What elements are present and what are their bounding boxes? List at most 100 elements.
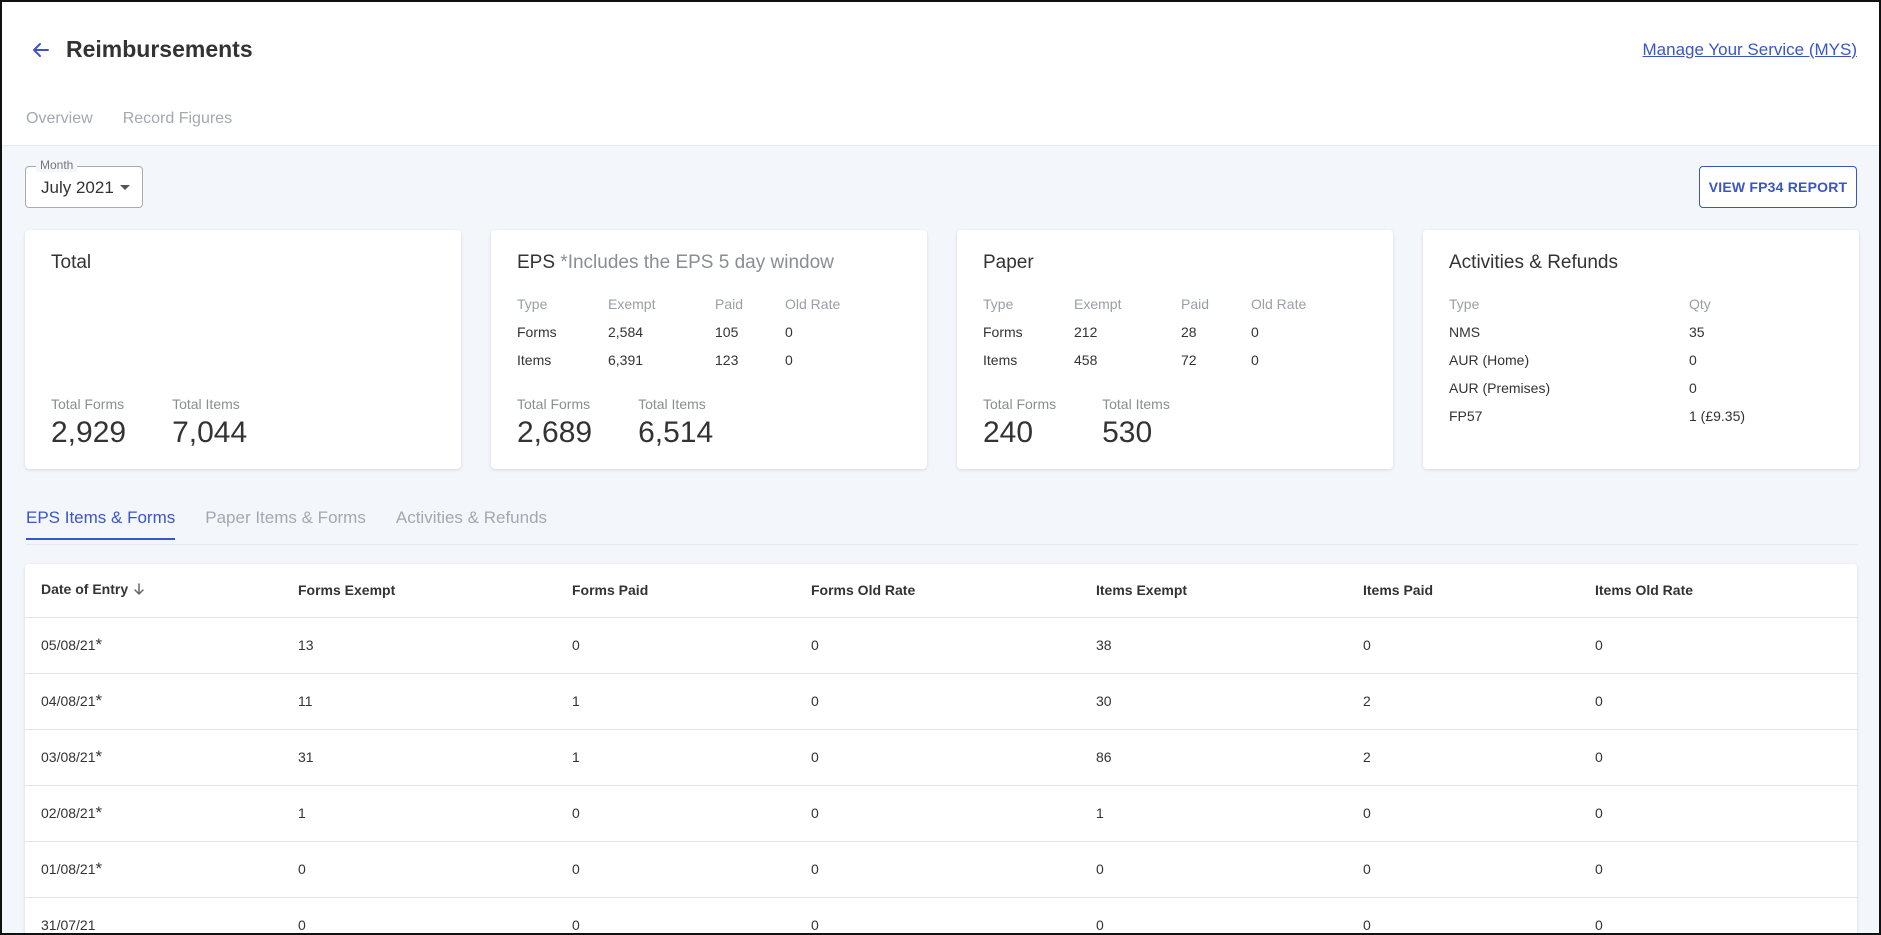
paper-total-items-value: 530 — [1102, 416, 1153, 449]
eps-window-mark: * — [95, 691, 103, 710]
paper-header-paid: Paid — [1181, 296, 1210, 312]
eps-totals: Total Forms 2,689 Total Items 6,514 — [517, 396, 713, 450]
table-cell: 13 — [282, 617, 556, 674]
eps-window-mark: * — [95, 747, 103, 766]
paper-mini-header: Type Exempt Paid Old Rate — [983, 290, 1331, 318]
date-value: 01/08/21 — [41, 861, 96, 877]
tab-record-figures[interactable]: Record Figures — [122, 110, 233, 127]
eps-title: EPS — [517, 252, 556, 273]
column-header-date[interactable]: Date of Entry — [25, 564, 282, 618]
activities-row: AUR (Home) 0 — [1449, 346, 1789, 374]
paper-cell: Forms — [983, 324, 1023, 340]
table-row: 02/08/21* 1 0 0 1 0 0 — [25, 785, 1857, 842]
column-header-items-old-rate[interactable]: Items Old Rate — [1579, 564, 1857, 618]
paper-card: Paper Type Exempt Paid Old Rate Forms 21… — [957, 230, 1393, 469]
paper-row-forms: Forms 212 28 0 — [983, 318, 1331, 346]
activities-header-qty: Qty — [1689, 296, 1711, 312]
column-header-items-paid[interactable]: Items Paid — [1347, 564, 1579, 618]
eps-card-title: EPS *Includes the EPS 5 day window — [517, 252, 834, 274]
date-cell: 03/08/21* — [25, 729, 282, 786]
activities-cell: 35 — [1689, 324, 1705, 340]
table-cell: 0 — [795, 729, 1080, 786]
column-header-forms-exempt[interactable]: Forms Exempt — [282, 564, 556, 618]
eps-cell: 2,584 — [608, 324, 644, 340]
paper-cell: 0 — [1251, 352, 1259, 368]
table-cell: 2 — [1347, 729, 1579, 786]
table-cell: 0 — [795, 673, 1080, 730]
total-card-title: Total — [51, 252, 92, 273]
activities-cell: NMS — [1449, 324, 1481, 340]
view-fp34-report-button[interactable]: VIEW FP34 REPORT — [1699, 166, 1857, 208]
tab-paper-items-forms[interactable]: Paper Items & Forms — [205, 508, 366, 527]
activities-cell: 0 — [1689, 380, 1697, 396]
paper-cell: 72 — [1181, 352, 1197, 368]
top-tabs: Overview Record Figures — [26, 110, 232, 128]
eps-header-old-rate: Old Rate — [785, 296, 841, 312]
manage-your-service-link[interactable]: Manage Your Service (MYS) — [1642, 40, 1858, 59]
page-title: Reimbursements — [66, 36, 253, 62]
month-select[interactable]: Month July 2021 — [25, 158, 143, 208]
eps-cell: 0 — [785, 352, 793, 368]
table-cell: 0 — [795, 841, 1080, 898]
table-cell: 1 — [282, 785, 556, 842]
table-cell: 0 — [282, 841, 556, 898]
arrow-left-icon[interactable] — [28, 37, 54, 63]
table-cell: 30 — [1080, 673, 1347, 730]
table-cell: 0 — [556, 617, 795, 674]
table-cell: 0 — [1579, 617, 1857, 674]
eps-card: EPS *Includes the EPS 5 day window Type … — [491, 230, 927, 469]
table-cell: 0 — [556, 841, 795, 898]
paper-header-old-rate: Old Rate — [1251, 296, 1307, 312]
tab-overview[interactable]: Overview — [26, 110, 93, 127]
table-cell: 0 — [282, 897, 556, 933]
eps-header-exempt: Exempt — [608, 296, 656, 312]
arrow-down-icon[interactable] — [132, 582, 146, 599]
total-card: Total Total Forms 2,929 Total Items 7,04… — [25, 230, 461, 469]
table-row: 03/08/21* 31 1 0 86 2 0 — [25, 729, 1857, 786]
table-cell: 0 — [795, 785, 1080, 842]
eps-total-items-label: Total Items — [638, 396, 706, 412]
eps-cell: 123 — [715, 352, 739, 368]
eps-mini-table: Type Exempt Paid Old Rate Forms 2,584 10… — [517, 290, 865, 374]
activities-cell: AUR (Premises) — [1449, 380, 1551, 396]
entries-table: Date of Entry Forms Exempt Forms Paid Fo… — [25, 564, 1857, 933]
activities-cell: 0 — [1689, 352, 1697, 368]
table-cell: 0 — [1579, 673, 1857, 730]
paper-row-items: Items 458 72 0 — [983, 346, 1331, 374]
table-row: 31/07/21 0 0 0 0 0 0 — [25, 897, 1857, 933]
tab-activities-refunds[interactable]: Activities & Refunds — [395, 508, 548, 527]
date-cell: 02/08/21* — [25, 785, 282, 842]
table-cell: 0 — [1347, 617, 1579, 674]
paper-cell: 0 — [1251, 324, 1259, 340]
activities-row: NMS 35 — [1449, 318, 1789, 346]
total-items: Total Items 7,044 — [172, 396, 247, 450]
paper-totals: Total Forms 240 Total Items 530 — [983, 396, 1170, 450]
activities-mini-header: Type Qty — [1449, 290, 1789, 318]
total-items-label: Total Items — [172, 396, 240, 412]
date-cell: 04/08/21* — [25, 673, 282, 730]
total-forms: Total Forms 2,929 — [51, 396, 126, 450]
column-header-items-exempt[interactable]: Items Exempt — [1080, 564, 1347, 618]
table-cell: 0 — [556, 785, 795, 842]
date-value: 03/08/21 — [41, 749, 96, 765]
date-cell: 31/07/21 — [25, 897, 282, 933]
date-cell: 05/08/21* — [25, 617, 282, 674]
paper-card-title: Paper — [983, 252, 1034, 273]
table-cell: 0 — [1347, 897, 1579, 933]
table-cell: 31 — [282, 729, 556, 786]
eps-window-mark: * — [95, 803, 103, 822]
table-cell: 1 — [556, 729, 795, 786]
paper-cell: 28 — [1181, 324, 1197, 340]
eps-cell: Items — [517, 352, 552, 368]
eps-window-mark: * — [95, 859, 103, 878]
column-header-forms-old-rate[interactable]: Forms Old Rate — [795, 564, 1080, 618]
tab-eps-items-forms[interactable]: EPS Items & Forms — [26, 508, 176, 540]
column-header-forms-paid[interactable]: Forms Paid — [556, 564, 795, 618]
eps-cell: 105 — [715, 324, 739, 340]
table-cell: 0 — [1080, 897, 1347, 933]
table-cell: 1 — [1080, 785, 1347, 842]
tabs-divider — [26, 544, 1857, 545]
paper-total-forms: Total Forms 240 — [983, 396, 1056, 450]
paper-cell: Items — [983, 352, 1018, 368]
